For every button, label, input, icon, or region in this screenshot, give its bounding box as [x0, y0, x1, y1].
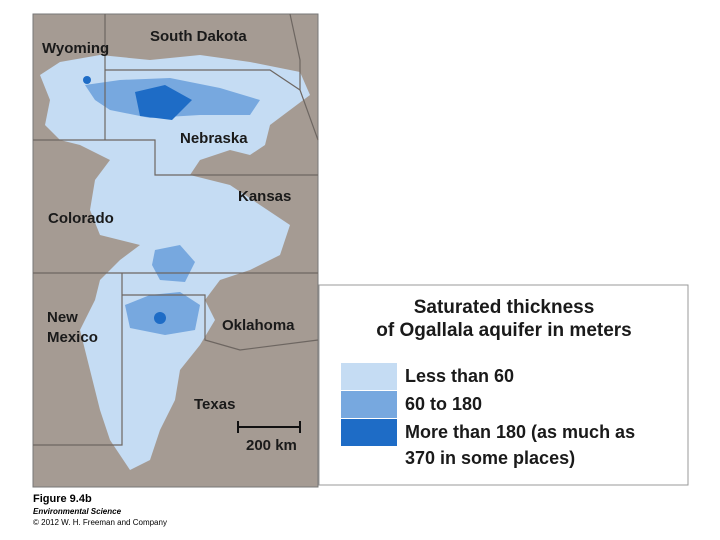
legend-items: Less than 60 60 to 180 More than 180 (as m…: [341, 363, 635, 468]
state-label: Kansas: [238, 188, 291, 205]
scale-bar: [237, 421, 301, 433]
state-label: Oklahoma: [222, 317, 295, 334]
legend-swatch: [341, 363, 397, 390]
caption-figure: Figure 9.4b: [33, 493, 92, 505]
aquifer-high: [154, 312, 166, 324]
legend-title: Saturated thickness: [414, 297, 595, 318]
aquifer-high: [83, 76, 91, 84]
scale-label: 200 km: [246, 437, 297, 454]
caption-book: Environmental Science: [33, 507, 122, 516]
state-label: Colorado: [48, 210, 114, 227]
caption-copyright: © 2012 W. H. Freeman and Company: [33, 518, 167, 527]
aquifer-high: [135, 85, 192, 120]
legend-label: More than 180 (as much as: [405, 422, 635, 442]
legend-swatch: [341, 391, 397, 418]
state-label: Texas: [194, 396, 235, 413]
state-label: Nebraska: [180, 130, 248, 147]
state-label: South Dakota: [150, 28, 247, 45]
legend-title: of Ogallala aquifer in meters: [376, 320, 632, 341]
legend-label: 370 in some places): [405, 448, 575, 468]
state-borders: [33, 13, 319, 446]
state-label: Wyoming: [42, 40, 109, 57]
state-label: New: [47, 309, 78, 326]
legend-label: Less than 60: [405, 366, 514, 386]
legend-swatch: [341, 419, 397, 446]
state-label: Mexico: [47, 329, 98, 346]
legend-label: 60 to 180: [405, 394, 482, 414]
